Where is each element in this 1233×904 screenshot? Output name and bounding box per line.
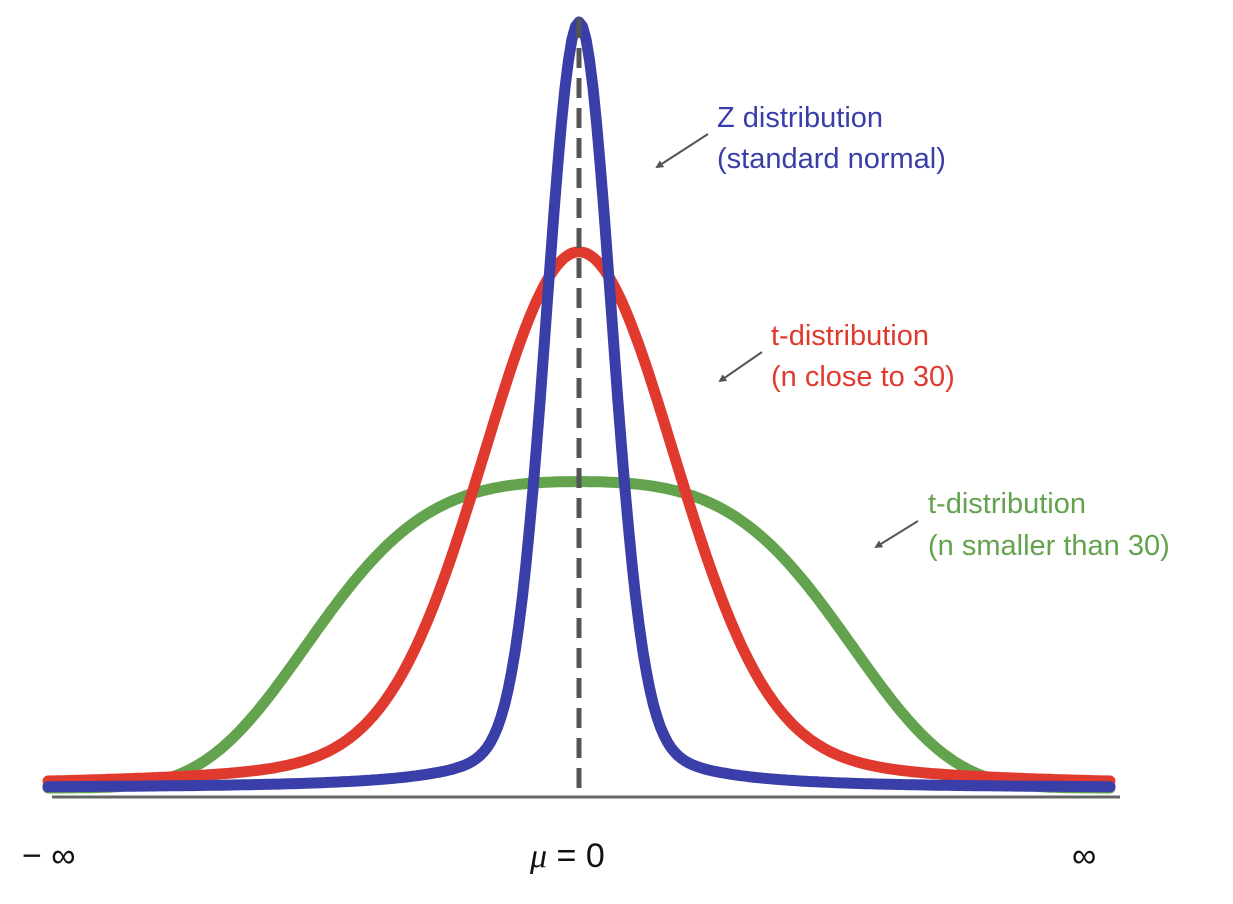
x-tick-mean: μ = 0 xyxy=(529,837,605,875)
z-label-line2: (standard normal) xyxy=(717,143,946,175)
mean-value: = 0 xyxy=(547,837,605,875)
x-tick-pos-infinity: ∞ xyxy=(1072,837,1096,875)
z-distribution-curve xyxy=(42,16,1116,793)
t30-label-line1: t-distribution xyxy=(771,320,929,352)
t-distribution-n-30-curve xyxy=(42,246,1116,787)
x-tick-neg-infinity: − ∞ xyxy=(22,837,76,875)
tsmall-label-line1: t-distribution xyxy=(928,488,1086,520)
t30-label-line2: (n close to 30) xyxy=(771,361,955,393)
mu-symbol: μ xyxy=(529,838,547,875)
tsmall-label-line2: (n smaller than 30) xyxy=(928,530,1170,562)
t30-label-arrow xyxy=(718,351,763,383)
tsmall-label-arrow xyxy=(874,520,919,549)
z-label-line1: Z distribution xyxy=(717,102,883,134)
z-label-arrow xyxy=(655,133,709,169)
